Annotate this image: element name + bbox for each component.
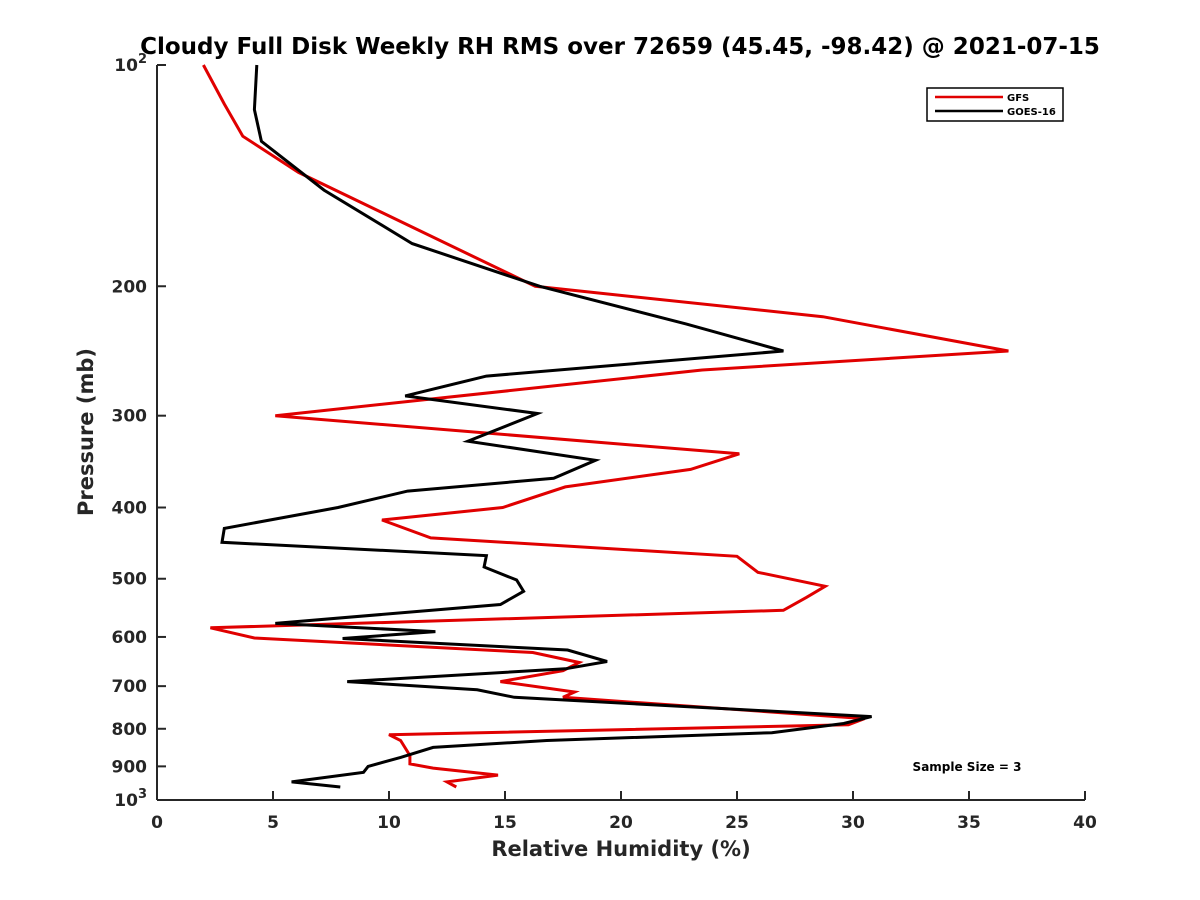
y-tick-label: 300: [112, 407, 148, 427]
series-layer: [202, 64, 1009, 789]
legend-label-0: GFS: [1007, 93, 1029, 104]
y-tick-label: 500: [112, 570, 148, 590]
legend: GFS GOES-16: [926, 87, 1064, 122]
x-tick-label: 15: [493, 813, 517, 833]
x-tick-label: 5: [267, 813, 279, 833]
series-line-1: [220, 64, 872, 789]
y-tick-label: 700: [112, 677, 148, 697]
y-tick-label: 800: [112, 720, 148, 740]
y-tick-label: 400: [112, 499, 148, 519]
y-axis-label: Pressure (mb): [74, 348, 98, 516]
x-axis-label: Relative Humidity (%): [491, 837, 750, 861]
y-tick-label: 600: [112, 628, 148, 648]
x-tick-label: 10: [377, 813, 401, 833]
x-tick-label: 20: [609, 813, 633, 833]
y-tick-label: 102: [114, 52, 147, 76]
legend-box: [926, 87, 1064, 122]
y-tick-label: 103: [114, 787, 147, 811]
x-tick-label: 0: [151, 813, 163, 833]
series-line-0: [202, 64, 1009, 789]
x-tick-label: 35: [957, 813, 981, 833]
x-tick-label: 30: [841, 813, 865, 833]
sample-size-annotation: Sample Size = 3: [913, 760, 1022, 774]
x-tick-label: 25: [725, 813, 749, 833]
chart-title: Cloudy Full Disk Weekly RH RMS over 7265…: [140, 34, 1100, 60]
legend-label-1: GOES-16: [1007, 107, 1056, 118]
axes: 0 5 10 15 20 25 30 35 40 102 200 300 400 500 600 700 800…: [112, 52, 1097, 833]
x-tick-label: 40: [1073, 813, 1097, 833]
y-tick-label: 200: [112, 277, 148, 297]
y-tick-label: 900: [112, 757, 148, 777]
